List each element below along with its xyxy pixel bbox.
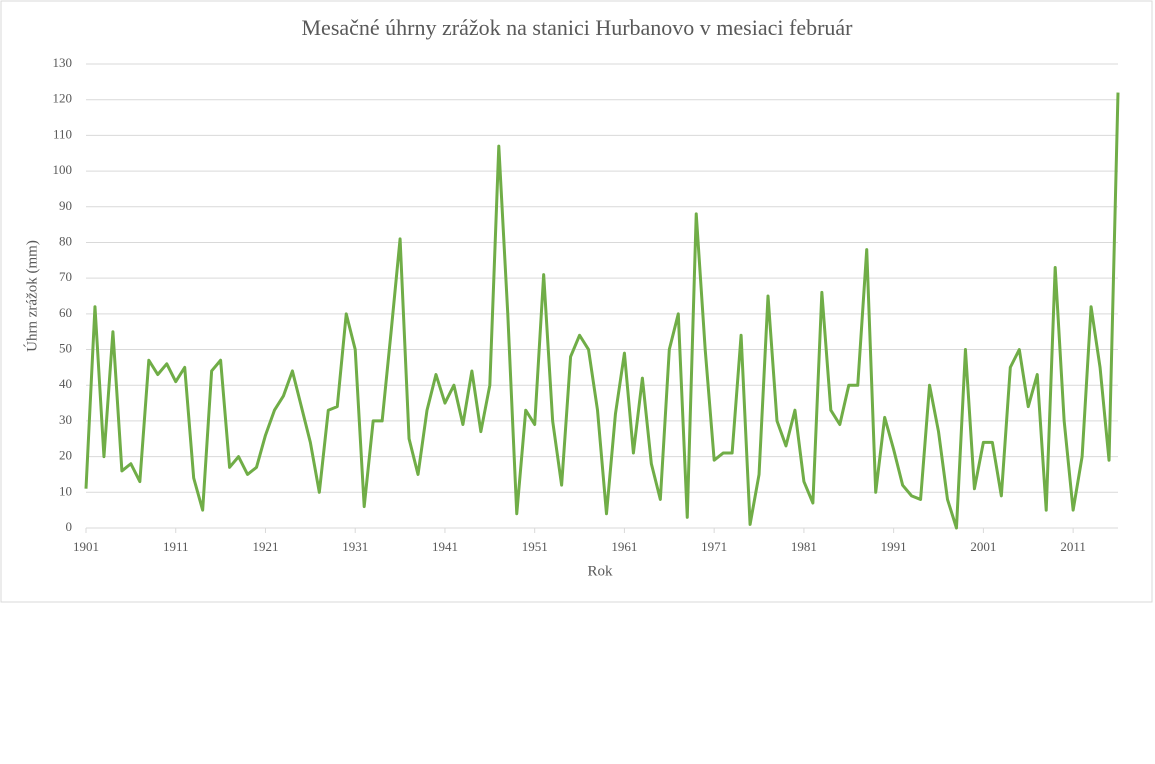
y-tick-label: 0 (66, 519, 73, 534)
chart-title: Mesačné úhrny zrážok na stanici Hurbanov… (302, 15, 854, 40)
data-line (84, 92, 1120, 530)
y-tick-label: 80 (59, 233, 72, 248)
x-tick-label: 1961 (611, 539, 637, 554)
y-tick-label: 130 (53, 55, 73, 70)
x-tick-label: 1941 (432, 539, 458, 554)
y-tick-label: 40 (59, 376, 72, 391)
y-tick-label: 30 (59, 412, 72, 427)
y-axis-label: Úhrn zrážok (mm) (23, 240, 40, 352)
x-tick-label: 1921 (252, 539, 278, 554)
x-tick-label: 1911 (163, 539, 189, 554)
x-tick-label: 1931 (342, 539, 368, 554)
x-tick-label: 1971 (701, 539, 727, 554)
y-tick-label: 120 (53, 91, 73, 106)
x-axis-label: Rok (587, 563, 613, 579)
x-tick-label: 1901 (73, 539, 99, 554)
x-tick-label: 1991 (881, 539, 907, 554)
y-tick-label: 20 (59, 448, 72, 463)
y-tick-label: 50 (59, 341, 72, 356)
x-tick-label: 1981 (791, 539, 817, 554)
chart-area (0, 0, 1153, 603)
y-tick-label: 110 (53, 126, 72, 141)
y-tick-label: 70 (59, 269, 72, 284)
x-tick-label: 2011 (1060, 539, 1086, 554)
x-tick-label: 1951 (522, 539, 548, 554)
y-tick-label: 10 (59, 483, 72, 498)
x-tick-label: 2001 (970, 539, 996, 554)
y-tick-label: 100 (53, 162, 73, 177)
y-tick-label: 60 (59, 305, 72, 320)
y-tick-label: 90 (59, 198, 72, 213)
